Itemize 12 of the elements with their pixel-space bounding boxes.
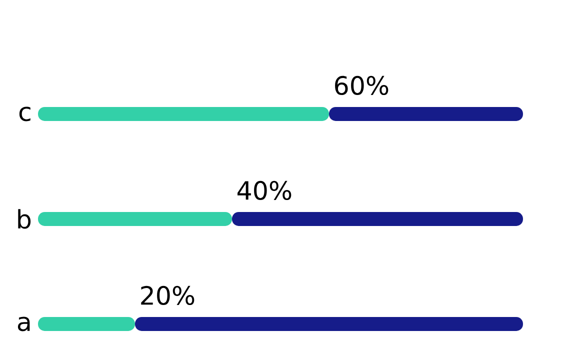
y-tick-label: c bbox=[19, 106, 30, 122]
bar bbox=[232, 212, 523, 226]
bar bbox=[38, 212, 232, 226]
y-tick-label: a bbox=[18, 316, 30, 332]
data-label: 60% bbox=[335, 76, 388, 96]
bar bbox=[38, 106, 329, 121]
bar bbox=[135, 316, 523, 331]
data-label: 40% bbox=[238, 180, 292, 200]
bar bbox=[329, 106, 523, 121]
data-label: 20% bbox=[141, 286, 194, 306]
bar bbox=[38, 316, 136, 331]
y-tick-label: b bbox=[18, 209, 31, 229]
